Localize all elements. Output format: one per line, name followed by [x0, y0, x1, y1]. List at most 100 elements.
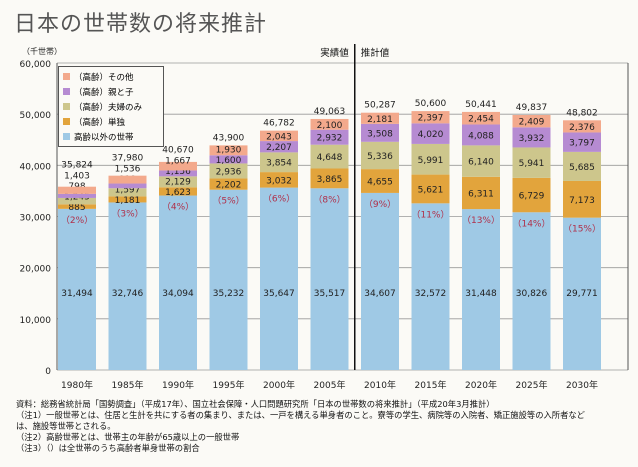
- legend-item: （高齢）夫婦のみ: [63, 99, 159, 114]
- legend: （高齢）その他 （高齢）親と子 （高齢）夫婦のみ （高齢）単独 高齢以外の世帯: [58, 66, 164, 147]
- share-label: （3%）: [111, 208, 143, 219]
- segment-label: 1,403: [64, 172, 90, 182]
- segment-label: 1,597: [115, 185, 141, 195]
- note-source: 資料：総務省統計局「国勢調査」（平成17年）、国立社会保障・人口問題研究所「日本…: [16, 399, 495, 409]
- segment-label: 2,043: [266, 132, 292, 142]
- total-label: 49,063: [314, 107, 346, 117]
- x-tick-label: 1980年: [61, 379, 93, 391]
- segment-label: 1,667: [165, 156, 191, 166]
- segment-label: 1,181: [115, 196, 141, 206]
- bar-segment: [462, 176, 500, 210]
- legend-item: （高齢）親と子: [63, 84, 159, 99]
- bar-segment: [512, 115, 551, 128]
- segment-label: 5,941: [519, 159, 545, 169]
- total-label: 37,980: [112, 153, 144, 163]
- bar-segment: [310, 168, 349, 189]
- segment-label: 885: [68, 203, 85, 213]
- segment-label: 35,232: [213, 289, 245, 299]
- total-label: 48,802: [566, 108, 598, 118]
- segment-label: 4,655: [367, 178, 393, 188]
- segment-label: 3,854: [266, 159, 292, 169]
- bar-segment: [462, 111, 500, 125]
- segment-label: 30,826: [516, 289, 548, 299]
- segment-label: 2,207: [266, 143, 292, 153]
- segment-label: 1,536: [115, 164, 141, 174]
- segment-label: 5,991: [418, 156, 444, 166]
- bar-segment: [58, 204, 96, 209]
- bar-segment: [159, 176, 197, 188]
- bar-segment: [310, 188, 349, 370]
- segment-label: 32,572: [415, 289, 447, 299]
- chart-svg: 0 10,000 20,000 30,000 40,000 50,000 60,000 31,…: [20, 44, 629, 391]
- y-tick-label: 0: [45, 367, 51, 377]
- bar-segment: [310, 118, 349, 130]
- bar-segment: [462, 209, 500, 370]
- x-tick-label: 2020年: [465, 379, 497, 391]
- bar-segment: [361, 169, 399, 193]
- segment-label: 2,936: [216, 167, 242, 177]
- y-tick-label: 50,000: [20, 111, 52, 121]
- segment-label: 31,494: [61, 289, 93, 299]
- y-tick-label: 60,000: [20, 60, 52, 70]
- segment-label: 32,746: [112, 289, 144, 299]
- segment-label: 2,202: [216, 181, 242, 191]
- bar-segment: [563, 151, 601, 181]
- share-label: （15%）: [563, 224, 601, 235]
- segment-label: 1,156: [165, 167, 191, 177]
- y-tick-label: 40,000: [20, 162, 52, 172]
- bar-segment: [260, 152, 298, 173]
- bar-segment: [462, 124, 500, 146]
- segment-label: 2,454: [468, 115, 494, 125]
- total-label: 50,287: [364, 101, 396, 111]
- legend-swatch: [63, 88, 70, 95]
- chart-title: 日本の世帯数の将来推計: [14, 12, 268, 37]
- annotation-actual: 実績値: [320, 47, 349, 59]
- segment-label: 3,932: [519, 134, 545, 144]
- share-label: （5%）: [212, 196, 244, 207]
- bar-segment: [260, 187, 298, 370]
- x-tick-label: 2000年: [263, 379, 295, 391]
- x-tick-label: 2005年: [314, 379, 346, 391]
- bar-segment: [563, 217, 601, 370]
- bar-segment: [159, 187, 197, 196]
- bar-segment: [108, 196, 147, 203]
- bar-segment: [58, 197, 96, 205]
- segment-label: 34,607: [364, 289, 396, 299]
- note-1-cont: は、施設等世帯とされる。: [16, 421, 116, 431]
- bar-segment: [260, 172, 298, 188]
- bar-segment: [159, 161, 197, 171]
- bar-segment: [361, 123, 399, 142]
- segment-label: 5,685: [569, 163, 595, 173]
- legend-swatch: [63, 103, 70, 110]
- legend-item: （高齢）単独: [63, 114, 159, 129]
- note-2: （注2）高齢世帯とは、世帯主の年齢が65歳以上の一般世帯: [16, 432, 240, 442]
- y-tick-label: 30,000: [20, 214, 52, 224]
- bar-segment: [209, 145, 248, 156]
- segment-label: 2,100: [317, 121, 343, 131]
- segment-label: 3,797: [569, 139, 595, 149]
- segment-label: 35,647: [263, 289, 295, 299]
- x-tick-label: 2010年: [364, 379, 396, 391]
- legend-label: （高齢）その他: [74, 72, 134, 83]
- bar-segment: [260, 130, 298, 142]
- total-label: 43,900: [213, 133, 245, 143]
- bar-segment: [159, 195, 197, 370]
- segment-label: 31,448: [465, 289, 497, 299]
- bar-segment: [512, 147, 551, 178]
- segment-label: 5,621: [418, 185, 444, 195]
- legend-label: （高齢）単独: [74, 117, 126, 128]
- bar-segment: [361, 192, 399, 370]
- share-label: （6%）: [263, 194, 295, 205]
- segment-label: 4,088: [468, 131, 494, 141]
- share-label: （13%）: [462, 215, 500, 226]
- total-label: 50,441: [465, 100, 497, 110]
- bar-segment: [462, 145, 500, 177]
- legend-item: 高齢以外の世帯: [63, 129, 159, 144]
- segment-label: 1,623: [165, 188, 191, 198]
- bar-segment: [563, 132, 601, 152]
- share-label: （11%）: [411, 209, 449, 220]
- segment-label: 3,508: [367, 129, 393, 139]
- segment-label: 6,311: [468, 189, 494, 199]
- bar-segment: [563, 120, 601, 133]
